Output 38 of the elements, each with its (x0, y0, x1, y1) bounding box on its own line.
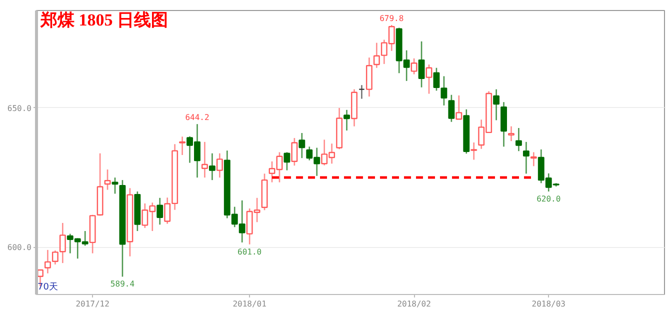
annotation: 589.4 (110, 280, 135, 289)
candlestick (500, 101, 507, 148)
candlestick (522, 141, 530, 174)
x-tick-label: 2018/03 (532, 300, 566, 308)
annotation: 70天 (38, 282, 58, 292)
y-tick-label: 650.0 (7, 104, 32, 113)
x-tick-label: 2018/02 (397, 300, 432, 308)
x-tick-label: 2017/12 (76, 300, 110, 308)
candlestick (104, 168, 111, 190)
candlestick (470, 142, 478, 160)
annotation: 601.0 (238, 247, 262, 256)
candlestick (298, 132, 306, 159)
annotation: 679.8 (380, 14, 404, 23)
candlestick (179, 136, 186, 156)
candlestick (156, 197, 164, 226)
annotation: 620.0 (536, 194, 561, 204)
x-tick-label: 2018/01 (232, 300, 267, 308)
annotation: 644.2 (185, 113, 210, 122)
candlestick (530, 152, 537, 167)
candlestick (291, 137, 298, 166)
candlestick (284, 152, 290, 171)
candlestick (418, 40, 425, 88)
candlestick (426, 64, 432, 94)
candlestick (358, 84, 365, 100)
candlestick (493, 88, 500, 121)
candlestick (216, 152, 223, 178)
candlestick (366, 56, 372, 98)
candlestick (410, 58, 418, 75)
candlestick (448, 94, 455, 123)
candlestick (508, 126, 514, 142)
candlestick (202, 141, 208, 178)
candlestick (208, 152, 216, 181)
y-tick-label: 600.0 (7, 243, 32, 252)
candlestick (516, 127, 522, 152)
candlestick (456, 94, 462, 120)
candlestick (112, 176, 118, 194)
candlestick (344, 109, 350, 132)
chart-title: 郑煤 1805 日线图 (40, 10, 168, 30)
